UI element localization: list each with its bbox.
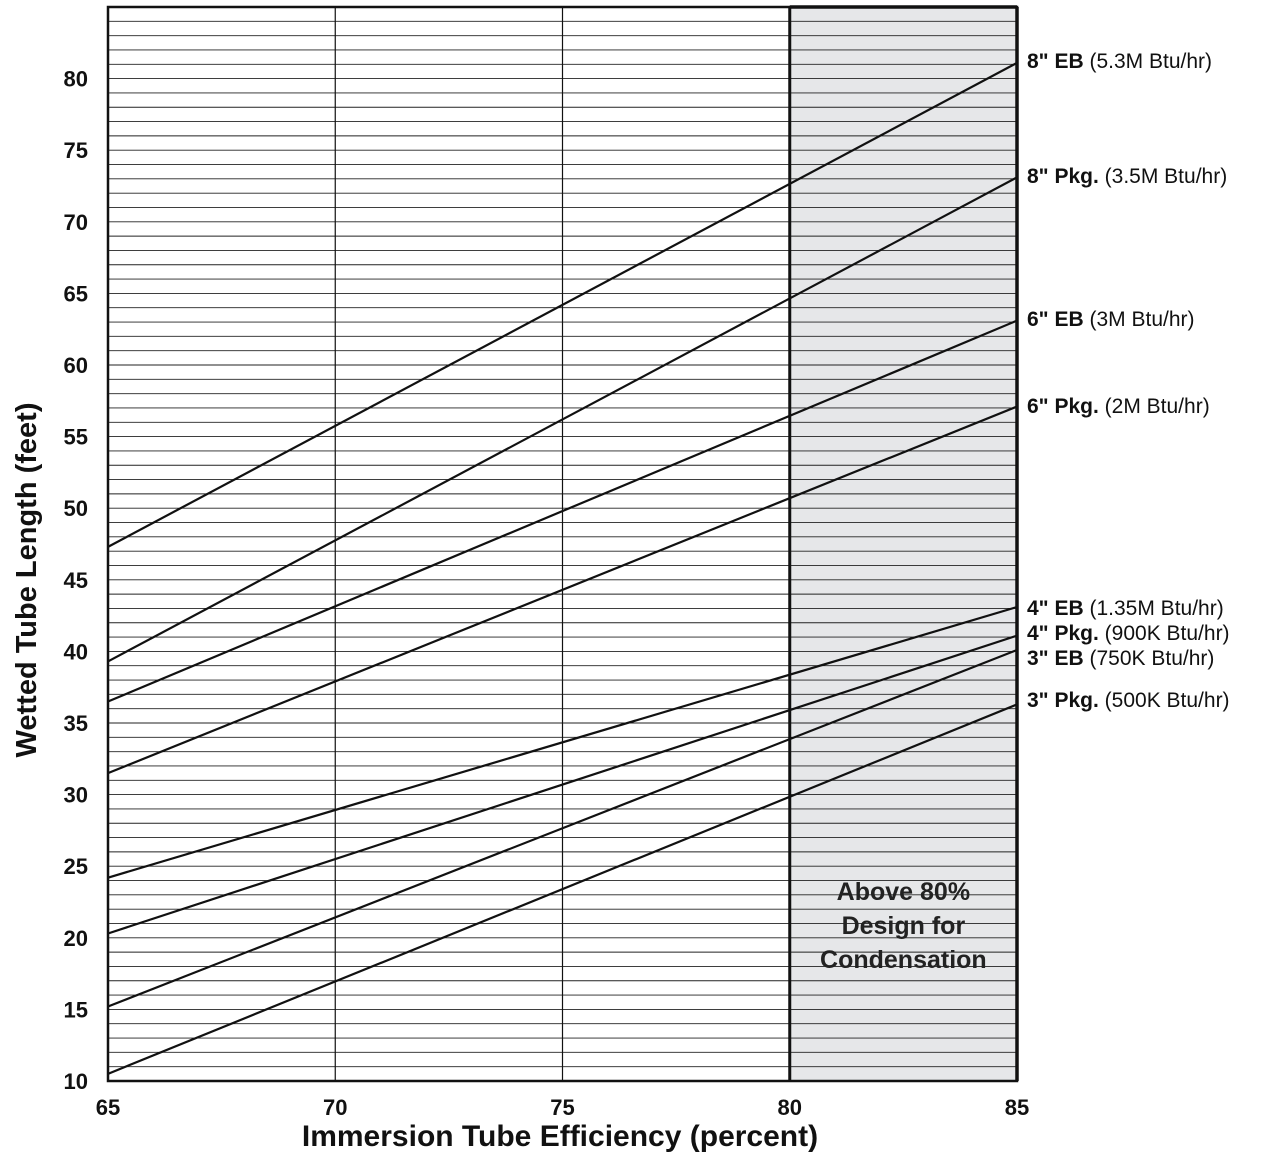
series-line-5 bbox=[107, 634, 1018, 935]
series-line-7 bbox=[107, 703, 1018, 1075]
grid-layer bbox=[108, 7, 1017, 1081]
series-label-size: 3" Pkg. bbox=[1027, 689, 1099, 712]
series-line-3 bbox=[107, 405, 1018, 775]
shaded-region-layer: Above 80% Design for Condensation bbox=[789, 7, 1017, 1081]
y-tick-label: 70 bbox=[64, 210, 88, 235]
series-label-rating: (3.5M Btu/hr) bbox=[1099, 165, 1227, 188]
x-axis-title: Immersion Tube Efficiency (percent) bbox=[302, 1120, 818, 1153]
y-tick-label: 65 bbox=[64, 281, 88, 306]
shaded-region bbox=[789, 7, 1017, 1081]
x-tick-label: 80 bbox=[778, 1095, 802, 1120]
series-line-0 bbox=[107, 61, 1018, 548]
region-annotation-line: Above 80% bbox=[837, 878, 970, 906]
y-tick-label: 50 bbox=[64, 496, 88, 521]
series-line-6 bbox=[107, 648, 1018, 1008]
series-label-size: 3" EB bbox=[1027, 647, 1084, 670]
y-tick-label: 25 bbox=[64, 854, 88, 879]
series-label-rating: (750K Btu/hr) bbox=[1084, 647, 1215, 670]
y-tick-label: 75 bbox=[64, 138, 88, 163]
series-label-rating: (2M Btu/hr) bbox=[1099, 395, 1210, 418]
series-label-size: 6" Pkg. bbox=[1027, 395, 1099, 418]
y-tick-label: 20 bbox=[64, 926, 88, 951]
series-label: 4" EB (1.35M Btu/hr) bbox=[1027, 597, 1224, 620]
frame-layer bbox=[106, 5, 1019, 1083]
series-label-rating: (1.35M Btu/hr) bbox=[1084, 597, 1224, 620]
series-label: 8" Pkg. (3.5M Btu/hr) bbox=[1027, 165, 1227, 188]
y-axis-title: Wetted Tube Length (feet) bbox=[11, 403, 43, 758]
y-tick-label: 45 bbox=[64, 568, 88, 593]
y-tick-label: 60 bbox=[64, 353, 88, 378]
series-label: 4" Pkg. (900K Btu/hr) bbox=[1027, 622, 1230, 645]
series-line-4 bbox=[107, 605, 1018, 879]
series-line-2 bbox=[107, 319, 1018, 703]
series-label-rating: (500K Btu/hr) bbox=[1099, 689, 1230, 712]
series-line-1 bbox=[107, 176, 1018, 663]
x-tick-label: 65 bbox=[96, 1095, 120, 1120]
series-label-size: 8" Pkg. bbox=[1027, 165, 1099, 188]
ticks-layer: 10 15 20 25 30 35 40 45 50 55 60 65 70 75 80 65 70 75 80 85 bbox=[64, 67, 1030, 1120]
series-label-rating: (5.3M Btu/hr) bbox=[1084, 50, 1212, 73]
series-label-rating: (900K Btu/hr) bbox=[1099, 622, 1230, 645]
series-label: 6" Pkg. (2M Btu/hr) bbox=[1027, 395, 1210, 418]
series-label-size: 4" Pkg. bbox=[1027, 622, 1099, 645]
y-tick-label: 80 bbox=[64, 67, 88, 92]
series-label: 6" EB (3M Btu/hr) bbox=[1027, 308, 1195, 331]
series-layer bbox=[107, 61, 1018, 1075]
x-tick-label: 85 bbox=[1005, 1095, 1029, 1120]
y-tick-label: 30 bbox=[64, 783, 88, 808]
series-label-rating: (3M Btu/hr) bbox=[1084, 308, 1195, 331]
region-annotation: Above 80% Design for Condensation bbox=[820, 878, 987, 974]
series-label-size: 4" EB bbox=[1027, 597, 1084, 620]
y-tick-label: 35 bbox=[64, 711, 88, 736]
series-label-size: 6" EB bbox=[1027, 308, 1084, 331]
region-annotation-line: Design for bbox=[842, 912, 966, 940]
x-tick-label: 75 bbox=[550, 1095, 574, 1120]
y-tick-label: 55 bbox=[64, 425, 88, 450]
y-tick-label: 10 bbox=[64, 1069, 88, 1094]
y-tick-label: 15 bbox=[64, 997, 88, 1022]
series-label: 3" Pkg. (500K Btu/hr) bbox=[1027, 689, 1230, 712]
series-labels-layer: 8" EB (5.3M Btu/hr) 8" Pkg. (3.5M Btu/hr)… bbox=[1027, 50, 1230, 712]
series-label: 8" EB (5.3M Btu/hr) bbox=[1027, 50, 1212, 73]
y-tick-label: 40 bbox=[64, 639, 88, 664]
x-tick-label: 70 bbox=[323, 1095, 347, 1120]
series-label: 3" EB (750K Btu/hr) bbox=[1027, 647, 1214, 670]
region-annotation-line: Condensation bbox=[820, 946, 987, 974]
series-label-size: 8" EB bbox=[1027, 50, 1084, 73]
